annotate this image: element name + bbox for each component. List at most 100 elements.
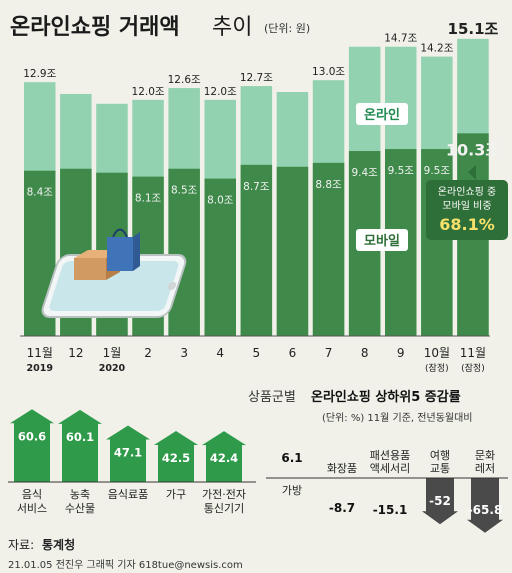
decrease-value-label: -52 [429, 494, 451, 508]
callout-box [426, 180, 508, 240]
source-label: 자료: [8, 538, 34, 552]
mobile-value-label: 8.8조 [315, 179, 342, 191]
online-value-label: 12.6조 [168, 74, 201, 86]
chart-unit: (단위: 원) [264, 22, 310, 35]
section-subtitle: (단위: %) 11월 기준, 전년동월대비 [322, 411, 473, 424]
mobile-share-callout: 온라인쇼핑 중 모바일 비중 68.1% [426, 165, 508, 240]
shopping-bag-icon [107, 237, 133, 271]
mobile-bar [204, 178, 236, 336]
increase-value-label: 42.5 [162, 451, 190, 465]
category-label: 문화 [475, 449, 495, 462]
x-tick-label: 3 [180, 346, 188, 360]
category-label: 가구 [166, 488, 186, 501]
mobile-value-label: 9.4조 [351, 167, 378, 179]
increase-arrow [154, 431, 198, 482]
decrease-value-label: -8.7 [329, 501, 355, 515]
monthly-value-labels: 12.9조 8.4조 12.0조 8.1조 12.6조 8.5조 12.0조 8.0조 12.7… [23, 20, 500, 207]
chart-title-suffix: 추이 [212, 15, 252, 40]
x-tick-sublabel: (잠정) [461, 363, 485, 374]
online-tag-box [356, 103, 408, 125]
category-label: 음식료품 [108, 488, 148, 501]
change-value-label: 6.1 [281, 451, 302, 465]
x-tick-label: 8 [361, 346, 369, 360]
online-series-label: 온라인 [364, 107, 400, 123]
category-label: 수산물 [65, 502, 95, 515]
decrease-arrow [467, 478, 503, 533]
decrease-arrow [422, 478, 458, 525]
mobile-bar [240, 164, 273, 336]
section-title-prefix: 상품군별 [248, 390, 296, 405]
category-label: 가방 [282, 484, 302, 497]
decrease-value-label: -65.8 [468, 503, 503, 517]
increase-arrow [10, 409, 54, 482]
x-tick-sublabel: 2019 [27, 363, 53, 374]
mobile-value-label: 8.0조 [207, 195, 234, 207]
x-tick-label: 4 [216, 346, 224, 360]
increase-value-label: 47.1 [114, 445, 142, 459]
callout-line1: 온라인쇼핑 중 [438, 186, 496, 198]
category-label: 농축 [70, 488, 90, 501]
x-tick-label: 7 [325, 346, 333, 360]
x-tick-sublabel: (잠정) [425, 363, 449, 374]
mobile-bar [276, 166, 309, 336]
category-label: 레저 [475, 462, 495, 475]
mobile-series-label: 모바일 [364, 233, 400, 249]
mobile-value-label: 8.7조 [243, 181, 270, 193]
callout-value: 68.1% [439, 215, 495, 234]
category-label: 서비스 [17, 502, 47, 515]
mobile-value-label: 8.5조 [171, 185, 198, 197]
category-label: 화장품 [327, 462, 357, 475]
online-value-label: 14.7조 [384, 33, 417, 45]
x-tick-label: 6 [289, 346, 297, 360]
x-tick-label: 5 [253, 346, 261, 360]
online-value-label: 12.0조 [204, 86, 237, 98]
series-tags: 온라인 모바일 [356, 103, 408, 251]
x-tick-label: 9 [397, 346, 405, 360]
mobile-value-label: 10.3조 [446, 140, 500, 159]
x-tick-label: 2 [144, 346, 152, 360]
mobile-value-label: 8.1조 [135, 193, 162, 205]
x-axis-category-labels: 11월 2019 12 1월 2020 2 3 4 5 6 7 8 9 10월 (잠정) 11월 (잠정) [27, 346, 487, 374]
online-value-label: 12.9조 [23, 68, 56, 80]
increase-value-label: 60.1 [66, 430, 94, 444]
x-tick-label: 10월 [424, 346, 450, 360]
category-label: 패션용품 [370, 449, 410, 462]
category-label: 교통 [430, 462, 450, 475]
increase-arrow [202, 431, 246, 482]
category-label: 여행 [430, 449, 450, 462]
x-tick-label: 11월 [27, 346, 53, 360]
category-label: 음식 [22, 488, 42, 501]
mobile-bar [168, 168, 200, 336]
mobile-bar [312, 162, 345, 336]
x-tick-label: 1월 [103, 346, 122, 360]
increase-value-label: 60.6 [18, 429, 46, 443]
x-tick-label: 12 [68, 346, 83, 360]
category-label: 가전·전자 [202, 488, 246, 501]
callout-line2: 모바일 비중 [442, 200, 491, 212]
chart-title: 온라인쇼핑 거래액 [10, 15, 180, 40]
mobile-value-label: 9.5조 [388, 165, 415, 177]
online-value-label: 12.0조 [132, 86, 165, 98]
mobile-value-label: 9.5조 [424, 165, 451, 177]
category-label: 액세서리 [370, 462, 410, 475]
mobile-tag-box [356, 229, 408, 251]
category-label: 통신기기 [204, 502, 244, 515]
mobile-bar [421, 149, 453, 336]
source-name: 통계청 [42, 537, 75, 552]
increase-arrow [58, 409, 102, 482]
section-title: 온라인쇼핑 상하위5 증감률 [311, 389, 461, 405]
increase-value-label: 42.4 [210, 451, 238, 465]
online-value-label: 14.2조 [420, 43, 453, 55]
phone-shopping-illustration [41, 228, 187, 318]
increase-arrow [106, 425, 150, 482]
online-value-label: 12.7조 [240, 72, 273, 84]
credit-line: 21.01.05 전진우 그래픽 기자 618tue@newsis.com [8, 559, 243, 571]
box-icon [74, 258, 106, 280]
x-tick-sublabel: 2020 [99, 363, 126, 374]
online-value-label: 13.0조 [312, 66, 345, 78]
decrease-value-label: -15.1 [373, 503, 408, 517]
mobile-value-label: 8.4조 [27, 187, 54, 199]
